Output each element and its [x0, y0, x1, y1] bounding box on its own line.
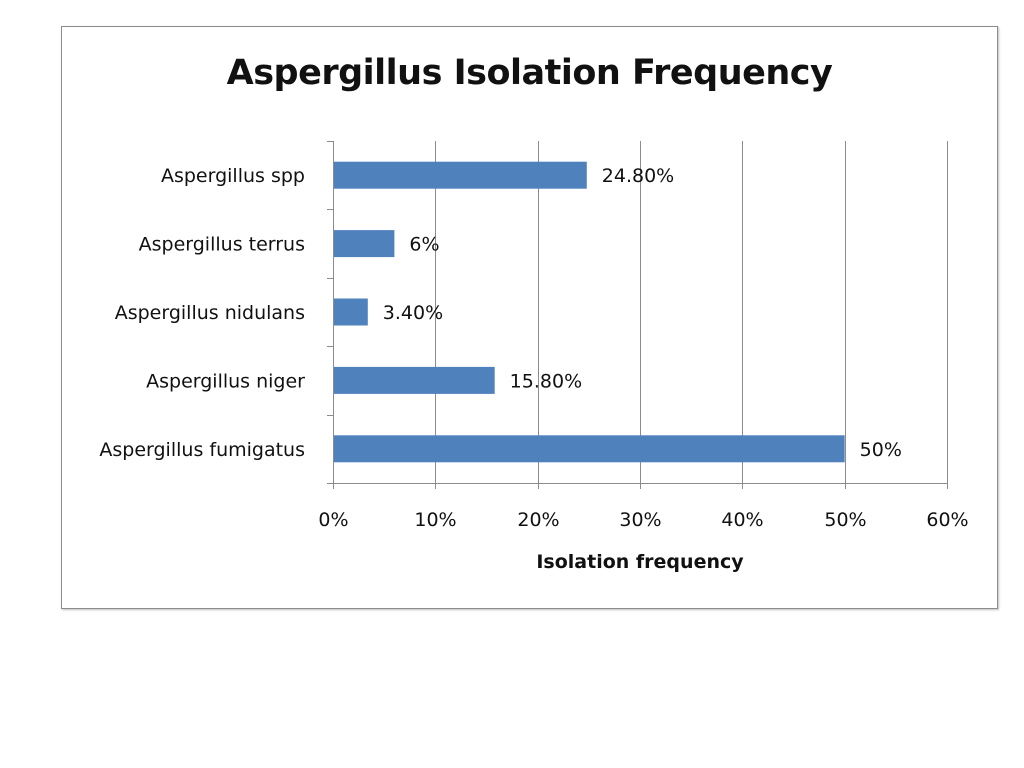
x-tick-label-50: 50% [824, 509, 866, 531]
bar-aspergillus-spp [334, 161, 587, 189]
data-label-aspergillus-terrus: 6% [409, 234, 439, 256]
x-tick-label-30: 30% [619, 509, 661, 531]
chart-frame: Aspergillus Isolation Frequency [61, 26, 998, 609]
bar-aspergillus-terrus [334, 230, 395, 258]
data-label-aspergillus-niger: 15.80% [510, 370, 582, 392]
category-label-aspergillus-nidulans: Aspergillus nidulans [115, 302, 305, 324]
x-tick-label-40: 40% [721, 509, 763, 531]
chart-title: Aspergillus Isolation Frequency [226, 53, 833, 93]
category-label-aspergillus-niger: Aspergillus niger [146, 370, 305, 392]
data-label-aspergillus-fumigatus: 50% [860, 439, 902, 461]
data-label-aspergillus-nidulans: 3.40% [383, 302, 443, 324]
x-axis-title: Isolation frequency [536, 551, 744, 573]
bar-aspergillus-fumigatus [334, 435, 845, 463]
x-tick-label-10: 10% [414, 509, 456, 531]
x-tick-label-0: 0% [318, 509, 348, 531]
bar-aspergillus-nidulans [334, 298, 368, 326]
category-label-aspergillus-spp: Aspergillus spp [161, 165, 305, 187]
x-tick-label-60: 60% [926, 509, 968, 531]
x-tick-label-20: 20% [517, 509, 559, 531]
category-label-aspergillus-fumigatus: Aspergillus fumigatus [99, 439, 305, 461]
category-label-aspergillus-terrus: Aspergillus terrus [139, 234, 305, 256]
bar-aspergillus-niger [334, 366, 495, 394]
data-label-aspergillus-spp: 24.80% [602, 165, 674, 187]
